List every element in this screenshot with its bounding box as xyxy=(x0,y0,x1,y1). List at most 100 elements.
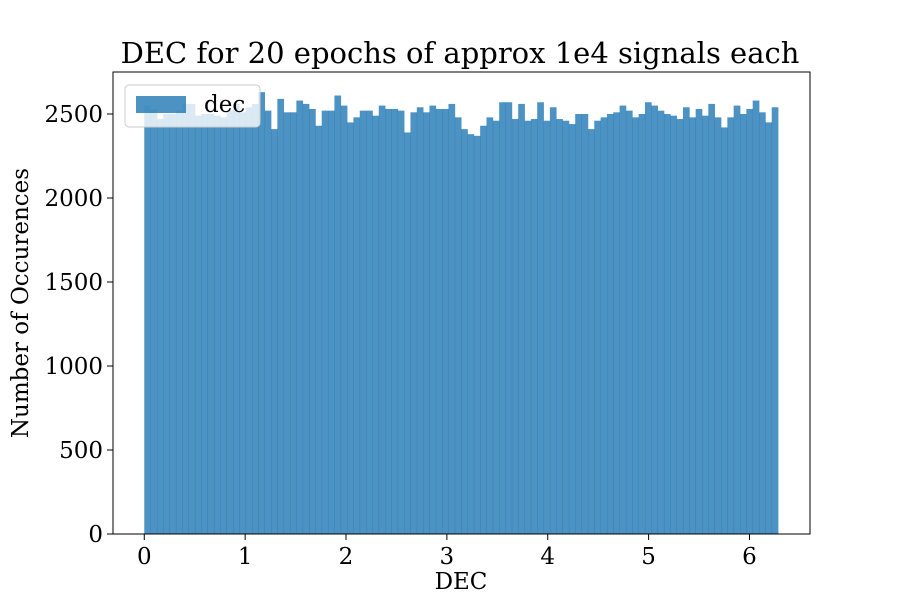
histogram-bar xyxy=(213,115,221,535)
histogram-bar xyxy=(429,105,437,534)
histogram-bar xyxy=(619,105,627,534)
histogram-bar xyxy=(568,124,576,534)
histogram-bar xyxy=(258,92,266,534)
histogram-bar xyxy=(385,108,392,535)
histogram-bar xyxy=(315,125,323,534)
histogram-bar xyxy=(220,117,228,535)
legend: dec xyxy=(124,84,261,128)
histogram-bar xyxy=(372,115,380,535)
histogram-bar xyxy=(765,122,773,535)
histogram-bar xyxy=(182,103,189,535)
histogram-bar xyxy=(600,117,608,535)
histogram-bar xyxy=(442,108,449,535)
histogram-bar xyxy=(492,120,500,534)
histogram-bar xyxy=(695,108,703,535)
y-tick-label: 500 xyxy=(59,438,103,464)
histogram-bar xyxy=(524,120,532,534)
histogram-bar xyxy=(416,107,424,534)
histogram-bar xyxy=(537,102,544,535)
histogram-bar xyxy=(277,98,285,534)
histogram-bar xyxy=(733,105,741,534)
histogram-bar xyxy=(771,107,779,534)
histogram-bars xyxy=(144,92,779,535)
histogram-bar xyxy=(759,112,766,534)
histogram-bar xyxy=(594,120,601,534)
histogram-bar xyxy=(613,112,620,534)
y-axis-label: Number of Occurences xyxy=(8,168,34,438)
histogram-bar xyxy=(543,120,551,534)
histogram-bar xyxy=(511,119,519,534)
histogram-bar xyxy=(397,110,405,534)
histogram-bar xyxy=(714,117,722,535)
histogram-bar xyxy=(663,114,671,534)
histogram-bar xyxy=(435,108,443,535)
y-tick-label: 1500 xyxy=(44,270,103,296)
histogram-bar xyxy=(581,114,589,534)
y-tick-label: 2000 xyxy=(44,186,103,212)
histogram-bar xyxy=(518,103,525,535)
histogram-bar xyxy=(169,114,177,534)
histogram-bar xyxy=(410,112,418,534)
histogram-bar xyxy=(340,105,348,534)
histogram-bar xyxy=(194,115,202,535)
legend-label: dec xyxy=(204,92,245,118)
legend-box xyxy=(124,84,261,128)
y-tick-label: 0 xyxy=(88,522,103,548)
histogram-bar xyxy=(689,117,697,535)
histogram-bar xyxy=(575,114,582,534)
histogram-bar xyxy=(651,105,658,534)
histogram-bar xyxy=(207,114,215,534)
histogram-bar xyxy=(505,102,513,535)
histogram-bar xyxy=(499,102,506,535)
histogram-bar xyxy=(727,117,735,535)
histogram-bar xyxy=(239,112,247,534)
histogram-bar xyxy=(708,103,716,535)
histogram-bar xyxy=(530,119,538,534)
chart-title: DEC for 20 epochs of approx 1e4 signals … xyxy=(121,36,800,70)
histogram-bar xyxy=(404,132,411,535)
histogram-bar xyxy=(232,103,240,535)
histogram-bar xyxy=(480,125,487,534)
histogram-bar xyxy=(746,108,754,535)
x-tick-label: 3 xyxy=(440,544,455,570)
x-tick-label: 0 xyxy=(137,544,152,570)
histogram-bar xyxy=(473,135,481,534)
x-axis-label: DEC xyxy=(435,569,488,595)
histogram-bar xyxy=(378,105,386,534)
y-tick-label: 2500 xyxy=(44,102,103,128)
histogram-bar xyxy=(606,114,614,534)
histogram-bar xyxy=(347,122,354,535)
histogram-bar xyxy=(302,103,310,535)
histogram-bar xyxy=(264,110,272,534)
histogram-bar xyxy=(309,108,316,535)
plot-frame xyxy=(112,71,811,535)
x-tick-label: 2 xyxy=(339,544,354,570)
y-tick-label: 1000 xyxy=(44,354,103,380)
histogram-bar xyxy=(366,110,373,534)
histogram-bar xyxy=(150,108,158,535)
histogram-bar xyxy=(391,108,399,535)
histogram-bar xyxy=(328,110,335,534)
histogram-bar xyxy=(682,107,690,534)
histogram-bar xyxy=(201,114,208,534)
x-axis-ticks: 0 1 2 3 4 5 6 xyxy=(137,534,757,570)
histogram-bar xyxy=(721,127,728,534)
x-tick-label: 6 xyxy=(742,544,757,570)
histogram-bar xyxy=(461,129,468,534)
histogram-bar xyxy=(353,117,361,535)
histogram-bar xyxy=(226,110,234,534)
histogram-bar xyxy=(467,134,475,534)
x-tick-label: 1 xyxy=(238,544,253,570)
histogram-bar xyxy=(321,110,329,534)
histogram-bar xyxy=(562,120,570,534)
histogram-bar xyxy=(245,107,253,534)
histogram-bar xyxy=(156,119,164,534)
histogram-bar xyxy=(448,103,456,535)
histogram-bar xyxy=(283,112,291,534)
histogram-bar xyxy=(587,129,595,534)
histogram-bar xyxy=(290,112,297,534)
histogram-bar xyxy=(657,110,665,534)
histogram-bar xyxy=(676,119,684,534)
histogram-bar xyxy=(163,114,170,534)
